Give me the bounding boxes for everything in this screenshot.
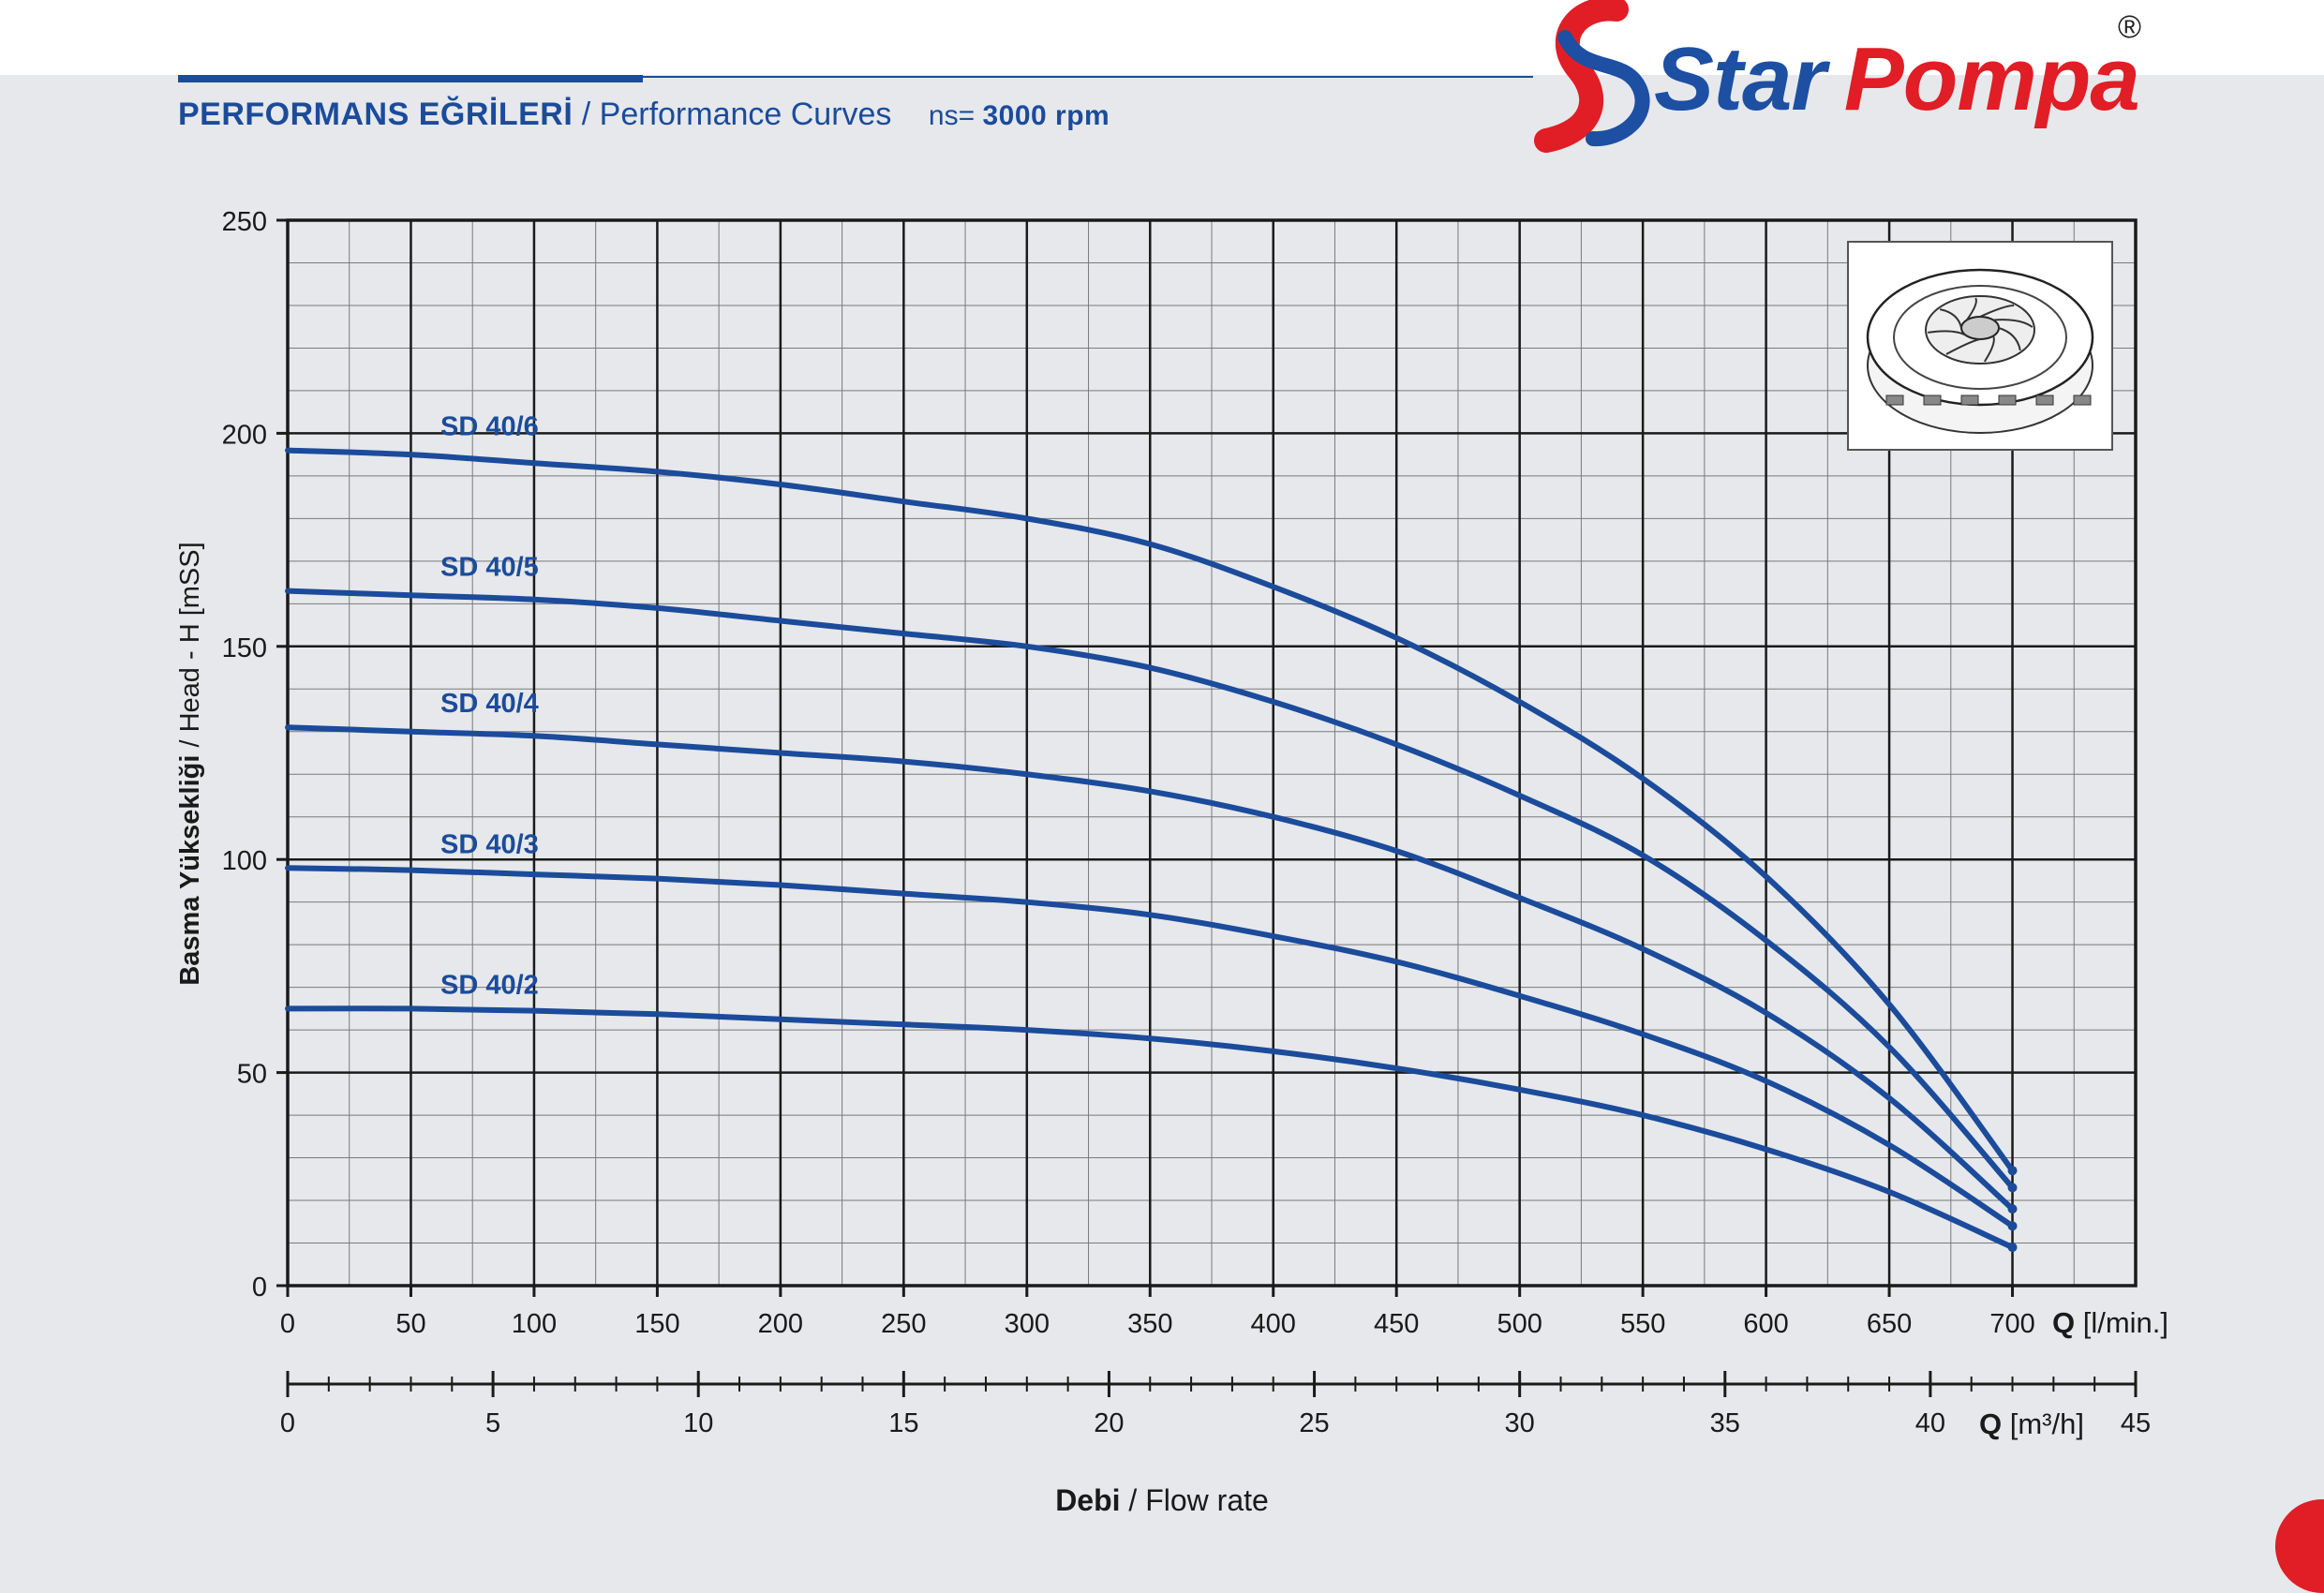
x2-tick-label: 0	[280, 1408, 295, 1438]
x-unit-lmin-bold: Q	[2052, 1306, 2075, 1339]
header-rule	[643, 76, 1533, 78]
y-tick-label: 150	[222, 633, 267, 663]
y-axis-title-rest: / Head - H [mSS]	[175, 542, 205, 754]
series-line	[285, 865, 2016, 1229]
series-line	[285, 588, 2016, 1191]
speed-label: ns=	[928, 100, 976, 131]
series-line	[285, 1005, 2016, 1251]
x2-tick-label: 30	[1505, 1408, 1535, 1438]
x-tick-label: 350	[1127, 1309, 1172, 1339]
x2-tick-label: 45	[2121, 1408, 2151, 1438]
impeller-vane	[1966, 297, 1977, 321]
x-tick-label: 200	[758, 1309, 803, 1339]
impeller-vane	[1998, 327, 2021, 351]
x-tick-label: 150	[634, 1309, 679, 1339]
y-tick-label: 200	[222, 420, 267, 450]
x2-tick-label: 25	[1299, 1408, 1329, 1438]
x-unit-lmin-label: Q [l/min.]	[2052, 1306, 2168, 1339]
y-tick-label: 250	[222, 207, 267, 237]
impeller-slot	[1998, 395, 2017, 406]
x-tick-label: 500	[1497, 1309, 1542, 1339]
series-line	[285, 447, 2016, 1174]
page-title: PERFORMANS EĞRİLERİ / Performance Curves…	[178, 97, 1110, 133]
brand-logo: Star Pompa ®	[1527, 0, 2146, 155]
x-tick-label: 100	[512, 1309, 557, 1339]
registered-mark: ®	[2118, 9, 2142, 45]
impeller-vane	[1939, 308, 1962, 329]
x-axis-title: Debi / Flow rate	[1055, 1483, 1269, 1517]
series-end-point	[2007, 1204, 2018, 1214]
impeller-slot	[1885, 395, 1904, 406]
series-end-point	[2007, 1166, 2018, 1176]
impeller-vane	[1983, 335, 1995, 363]
series-end-point	[2007, 1243, 2018, 1253]
y-tick-label: 100	[222, 846, 267, 876]
brand-word-star: Star	[1654, 29, 1826, 129]
impeller-slot	[1923, 395, 1942, 406]
impeller-vane	[1945, 338, 1981, 355]
top-band	[0, 0, 2324, 75]
axis-labels: Q [l/min.]Q [m³/h]Debi / Flow rateBasma …	[175, 542, 2168, 1517]
brand-name: Star Pompa	[1654, 28, 2140, 131]
y-tick-label: 0	[252, 1273, 267, 1303]
header-accent-bar	[178, 75, 643, 82]
impeller-vane	[1979, 304, 2015, 318]
x-unit-m3h-bold: Q	[1979, 1407, 2002, 1440]
impeller-slot	[1960, 395, 1979, 406]
plot-frame	[286, 218, 2138, 1288]
series-line	[285, 724, 2016, 1213]
x-tick-label: 0	[280, 1309, 295, 1339]
x-tick-label: 300	[1005, 1309, 1050, 1339]
series-end-point	[2007, 1221, 2018, 1231]
series-label: SD 40/2	[440, 970, 539, 1000]
speed-info: ns= 3000 rpm	[929, 100, 1110, 131]
y-tick-label: 50	[237, 1060, 267, 1090]
x2-tick-label: 35	[1710, 1408, 1740, 1438]
title-turkish: PERFORMANS EĞRİLERİ	[178, 97, 574, 132]
y-axis-title: Basma Yüksekliği / Head - H [mSS]	[175, 542, 205, 985]
x-unit-m3h-rest: [m³/h]	[2002, 1407, 2084, 1440]
x-tick-label: 250	[881, 1309, 926, 1339]
x-tick-label: 650	[1867, 1309, 1912, 1339]
series-label: SD 40/3	[440, 829, 539, 859]
brand-word-pompa: Pompa	[1843, 29, 2140, 129]
impeller-ring	[1893, 285, 2067, 390]
title-english: / Performance Curves	[581, 97, 892, 132]
impeller-vane	[1928, 330, 1968, 337]
x-tick-label: 600	[1743, 1309, 1788, 1339]
impeller-vane	[1993, 319, 2034, 328]
series-label: SD 40/4	[440, 689, 539, 719]
series-label: SD 40/6	[440, 412, 539, 442]
x2-tick-label: 15	[888, 1408, 918, 1438]
x2-tick-label: 40	[1915, 1408, 1945, 1438]
x-tick-label: 700	[1989, 1309, 2034, 1339]
x-axis-title-rest: / Flow rate	[1121, 1483, 1269, 1517]
series-end-point	[2007, 1183, 2018, 1193]
x-unit-m3h-label: Q [m³/h]	[1979, 1407, 2084, 1440]
series-label: SD 40/5	[440, 553, 539, 583]
y-axis-title-bold: Basma Yüksekliği	[175, 755, 205, 986]
x-tick-label: 50	[395, 1309, 425, 1339]
x-tick-label: 400	[1251, 1309, 1296, 1339]
x-tick-label: 550	[1620, 1309, 1665, 1339]
x-unit-lmin-rest: [l/min.]	[2075, 1306, 2168, 1339]
x2-tick-label: 20	[1094, 1408, 1124, 1438]
x-tick-label: 450	[1374, 1309, 1419, 1339]
speed-value: 3000 rpm	[982, 100, 1110, 131]
curves: SD 40/6 SD 40/5 SD 40/4 SD 40/3 SD 40/2	[285, 412, 2018, 1253]
impeller-slot	[2073, 395, 2092, 406]
x2-tick-label: 10	[683, 1408, 713, 1438]
x2-tick-label: 5	[485, 1408, 500, 1438]
x-axis-title-bold: Debi	[1055, 1483, 1120, 1517]
impeller-image	[1847, 241, 2113, 451]
impeller-slot	[2035, 395, 2054, 406]
axes	[276, 218, 2138, 1397]
logo-s-emblem-icon	[1534, 0, 1650, 153]
